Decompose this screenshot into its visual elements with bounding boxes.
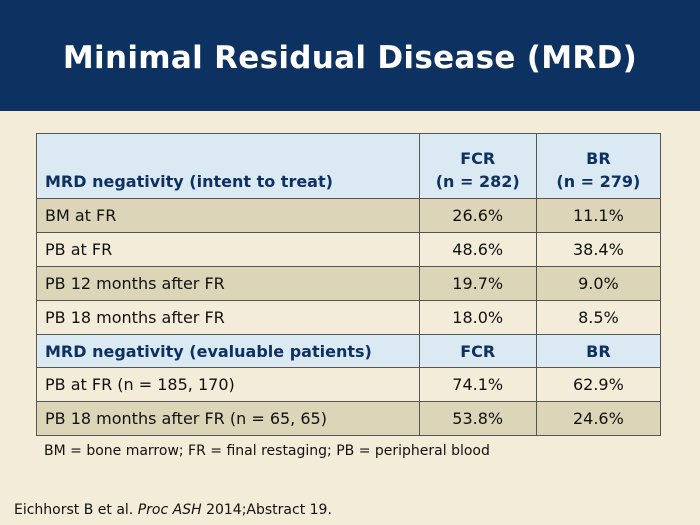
citation: Eichhorst B et al. Proc ASH 2014;Abstrac… — [14, 502, 332, 518]
header-br-name: BR — [586, 149, 611, 168]
row-fcr-value: 48.6% — [418, 232, 537, 267]
row-label: PB 12 months after FR — [36, 266, 420, 301]
header-fcr: FCR (n = 282) — [418, 133, 537, 199]
table-row: PB 18 months after FR (n = 65, 65) 53.8%… — [36, 401, 662, 436]
row-br-value: 9.0% — [535, 266, 662, 301]
citation-journal: Proc ASH — [137, 502, 202, 518]
table-header-row: MRD negativity (intent to treat) FCR (n … — [36, 133, 662, 199]
abbreviation-footnote: BM = bone marrow; FR = final restaging; … — [44, 443, 490, 459]
row-label: PB 18 months after FR — [36, 300, 420, 335]
table-row: BM at FR 26.6% 11.1% — [36, 198, 662, 233]
row-br-value: 8.5% — [535, 300, 662, 335]
slide-title: Minimal Residual Disease (MRD) — [62, 40, 638, 76]
table-row: PB at FR (n = 185, 170) 74.1% 62.9% — [36, 367, 662, 402]
header-fcr-n: (n = 282) — [435, 172, 520, 191]
subheader-section2-label: MRD negativity (evaluable patients) — [36, 334, 420, 368]
header-br: BR (n = 279) — [535, 133, 662, 199]
row-fcr-value: 53.8% — [418, 401, 537, 436]
header-section1-label: MRD negativity (intent to treat) — [36, 133, 420, 199]
row-label: PB at FR (n = 185, 170) — [36, 367, 420, 402]
row-label: PB at FR — [36, 232, 420, 267]
citation-authors: Eichhorst B et al. — [14, 502, 134, 518]
mrd-table: MRD negativity (intent to treat) FCR (n … — [36, 133, 662, 436]
header-fcr-name: FCR — [460, 149, 496, 168]
row-fcr-value: 19.7% — [418, 266, 537, 301]
table-subheader-row: MRD negativity (evaluable patients) FCR … — [36, 334, 662, 368]
row-fcr-value: 74.1% — [418, 367, 537, 402]
row-fcr-value: 26.6% — [418, 198, 537, 233]
row-label: BM at FR — [36, 198, 420, 233]
subheader-fcr: FCR — [418, 334, 537, 368]
row-br-value: 11.1% — [535, 198, 662, 233]
citation-details: 2014;Abstract 19. — [206, 502, 332, 518]
row-label: PB 18 months after FR (n = 65, 65) — [36, 401, 420, 436]
row-br-value: 62.9% — [535, 367, 662, 402]
subheader-br: BR — [535, 334, 662, 368]
row-fcr-value: 18.0% — [418, 300, 537, 335]
row-br-value: 38.4% — [535, 232, 662, 267]
table-row: PB at FR 48.6% 38.4% — [36, 232, 662, 267]
row-br-value: 24.6% — [535, 401, 662, 436]
header-br-n: (n = 279) — [556, 172, 641, 191]
table-row: PB 12 months after FR 19.7% 9.0% — [36, 266, 662, 301]
table-row: PB 18 months after FR 18.0% 8.5% — [36, 300, 662, 335]
title-banner — [0, 0, 700, 111]
